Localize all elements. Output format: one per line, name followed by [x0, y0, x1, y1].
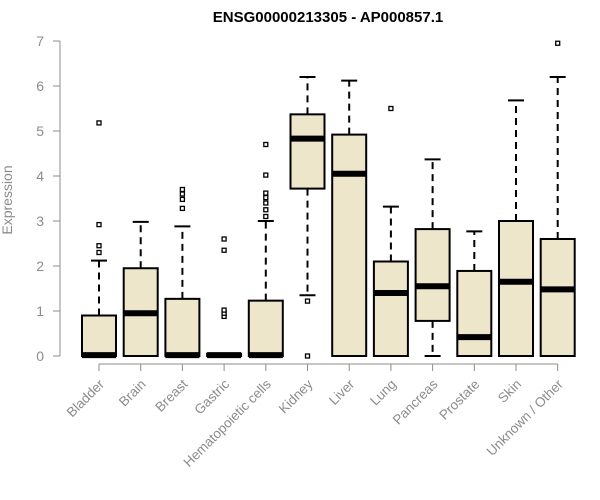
- outlier-point: [555, 40, 561, 46]
- box-body: [414, 228, 451, 322]
- outlier-point: [179, 186, 186, 193]
- outlier-point: [263, 141, 269, 148]
- y-axis-label: Expression: [0, 165, 15, 234]
- chart-title: ENSG00000213305 - AP000857.1: [213, 9, 443, 26]
- outlier-point: [179, 191, 186, 197]
- y-tick-label: 7: [36, 33, 44, 49]
- box-lung: [372, 105, 409, 357]
- box-body: [372, 260, 409, 357]
- box-brain: [122, 220, 159, 357]
- box-skin: [498, 99, 534, 357]
- box-body: [81, 314, 117, 357]
- x-tick-label: Prostate: [436, 377, 482, 423]
- outlier-point: [96, 249, 102, 256]
- y-tick-label: 0: [36, 348, 44, 364]
- y-axis: 0 1 2 3 4 5 6 7: [36, 33, 61, 364]
- box-hematopoietic-cells: [247, 141, 284, 359]
- x-tick-label: Liver: [326, 376, 358, 408]
- box-kidney: [289, 76, 326, 359]
- box-prostate: [456, 230, 493, 358]
- x-tick-label: Breast: [152, 376, 190, 414]
- box-body: [498, 220, 534, 357]
- outlier-point: [304, 353, 311, 359]
- outlier-point: [221, 307, 227, 313]
- y-tick-label: 4: [36, 168, 44, 184]
- x-tick-label: Unknown / Other: [484, 376, 567, 459]
- x-tick-label: Bladder: [64, 376, 108, 420]
- x-tick-label: Kidney: [276, 376, 316, 416]
- outlier-point: [179, 196, 186, 203]
- outlier-point: [263, 194, 269, 201]
- y-tick-label: 1: [36, 303, 44, 319]
- box-liver: [331, 79, 368, 357]
- box-body: [331, 133, 368, 357]
- outlier-point: [96, 221, 102, 228]
- outlier-point: [96, 120, 102, 126]
- outlier-point: [263, 213, 269, 220]
- outlier-point: [221, 236, 227, 242]
- outlier-point: [388, 105, 394, 112]
- outlier-point: [263, 207, 269, 213]
- box-pancreas: [414, 158, 451, 357]
- box-breast: [164, 186, 201, 359]
- outlier-point: [263, 190, 269, 196]
- box-group: [81, 40, 576, 359]
- box-body: [247, 299, 284, 357]
- y-tick-label: 5: [36, 123, 44, 139]
- x-tick-label: Lung: [367, 377, 399, 409]
- box-body: [289, 113, 326, 190]
- x-tick-label: Gastric: [191, 376, 232, 417]
- y-tick-label: 6: [36, 78, 44, 94]
- box-body: [539, 238, 576, 357]
- x-tick-label: Skin: [495, 377, 524, 406]
- y-tick-label: 3: [36, 213, 44, 229]
- box-body: [456, 269, 493, 358]
- box-unknown-other: [539, 40, 576, 357]
- y-tick-label: 2: [36, 258, 44, 274]
- x-tick-label: Pancreas: [390, 376, 441, 427]
- outlier-point: [263, 200, 269, 206]
- outlier-point: [179, 205, 186, 212]
- box-gastric: [206, 236, 243, 359]
- outlier-point: [221, 247, 227, 253]
- box-body: [164, 297, 201, 358]
- outlier-point: [263, 172, 269, 178]
- x-tick-label: Brain: [116, 377, 149, 410]
- outlier-point: [96, 243, 102, 249]
- outlier-point: [304, 298, 311, 304]
- box-bladder: [81, 120, 117, 359]
